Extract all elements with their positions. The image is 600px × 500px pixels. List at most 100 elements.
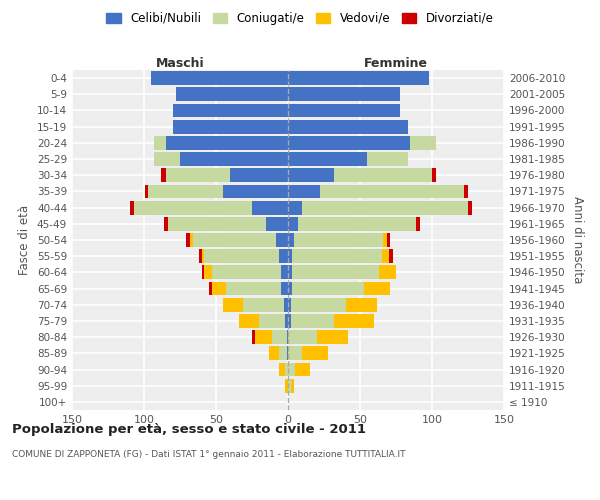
Bar <box>382 250 389 263</box>
Bar <box>288 266 292 280</box>
Bar <box>205 266 212 280</box>
Bar <box>388 233 390 247</box>
Bar <box>280 346 287 360</box>
Bar <box>288 298 291 312</box>
Bar <box>302 346 328 360</box>
Bar <box>173 104 288 118</box>
Bar <box>284 298 288 312</box>
Bar <box>288 250 292 263</box>
Bar <box>288 346 302 360</box>
Bar <box>166 168 230 182</box>
Bar <box>288 104 400 118</box>
Bar <box>383 233 388 247</box>
Text: Maschi: Maschi <box>155 57 205 70</box>
Bar <box>212 282 226 296</box>
Bar <box>281 282 288 296</box>
Bar <box>205 250 280 263</box>
Bar <box>334 314 374 328</box>
Bar <box>288 217 298 230</box>
Bar <box>288 152 367 166</box>
Bar <box>291 379 294 392</box>
Bar <box>288 233 294 247</box>
Bar <box>190 233 193 247</box>
Bar <box>288 120 407 134</box>
Bar <box>266 217 288 230</box>
Bar <box>292 282 364 296</box>
Bar <box>161 168 166 182</box>
Bar <box>288 362 295 376</box>
Bar <box>287 346 288 360</box>
Bar <box>176 88 288 101</box>
Bar <box>288 282 292 296</box>
Bar <box>292 266 379 280</box>
Bar <box>292 250 382 263</box>
Bar <box>148 184 223 198</box>
Bar <box>389 250 393 263</box>
Bar <box>379 266 396 280</box>
Bar <box>239 314 259 328</box>
Bar <box>288 168 334 182</box>
Text: Popolazione per età, sesso e stato civile - 2011: Popolazione per età, sesso e stato civil… <box>12 422 366 436</box>
Bar <box>364 282 390 296</box>
Bar <box>346 298 377 312</box>
Bar <box>223 184 288 198</box>
Bar <box>151 71 288 85</box>
Bar <box>287 330 288 344</box>
Bar <box>288 71 429 85</box>
Legend: Celibi/Nubili, Coniugati/e, Vedovi/e, Divorziati/e: Celibi/Nubili, Coniugati/e, Vedovi/e, Di… <box>103 8 497 28</box>
Bar <box>285 314 288 328</box>
Bar <box>269 346 280 360</box>
Bar <box>186 233 190 247</box>
Bar <box>244 298 284 312</box>
Bar <box>173 120 288 134</box>
Bar <box>285 379 288 392</box>
Bar <box>298 217 416 230</box>
Bar <box>281 266 288 280</box>
Bar <box>154 152 180 166</box>
Bar <box>291 298 346 312</box>
Bar <box>223 298 244 312</box>
Bar <box>166 136 288 149</box>
Bar <box>202 266 205 280</box>
Y-axis label: Fasce di età: Fasce di età <box>19 205 31 275</box>
Bar <box>288 379 291 392</box>
Bar <box>367 152 407 166</box>
Bar <box>288 200 302 214</box>
Bar <box>280 362 285 376</box>
Bar <box>252 200 288 214</box>
Y-axis label: Anni di nascita: Anni di nascita <box>571 196 584 284</box>
Bar <box>288 314 291 328</box>
Bar <box>145 184 148 198</box>
Bar <box>230 168 288 182</box>
Bar <box>468 200 472 214</box>
Bar <box>320 184 464 198</box>
Bar <box>285 362 288 376</box>
Bar <box>154 136 166 149</box>
Text: Femmine: Femmine <box>364 57 428 70</box>
Bar <box>288 136 410 149</box>
Bar <box>199 250 202 263</box>
Bar <box>193 233 277 247</box>
Bar <box>212 266 281 280</box>
Bar <box>416 217 421 230</box>
Text: COMUNE DI ZAPPONETA (FG) - Dati ISTAT 1° gennaio 2011 - Elaborazione TUTTITALIA.: COMUNE DI ZAPPONETA (FG) - Dati ISTAT 1°… <box>12 450 406 459</box>
Bar <box>334 168 432 182</box>
Bar <box>252 330 255 344</box>
Bar <box>164 217 169 230</box>
Bar <box>464 184 468 198</box>
Bar <box>317 330 349 344</box>
Bar <box>259 314 285 328</box>
Bar <box>130 200 134 214</box>
Bar <box>280 250 288 263</box>
Bar <box>288 184 320 198</box>
Bar <box>288 330 317 344</box>
Bar <box>272 330 287 344</box>
Bar <box>410 136 436 149</box>
Bar <box>288 88 400 101</box>
Bar <box>202 250 205 263</box>
Bar <box>134 200 252 214</box>
Bar <box>291 314 334 328</box>
Bar <box>432 168 436 182</box>
Bar <box>302 200 468 214</box>
Bar <box>277 233 288 247</box>
